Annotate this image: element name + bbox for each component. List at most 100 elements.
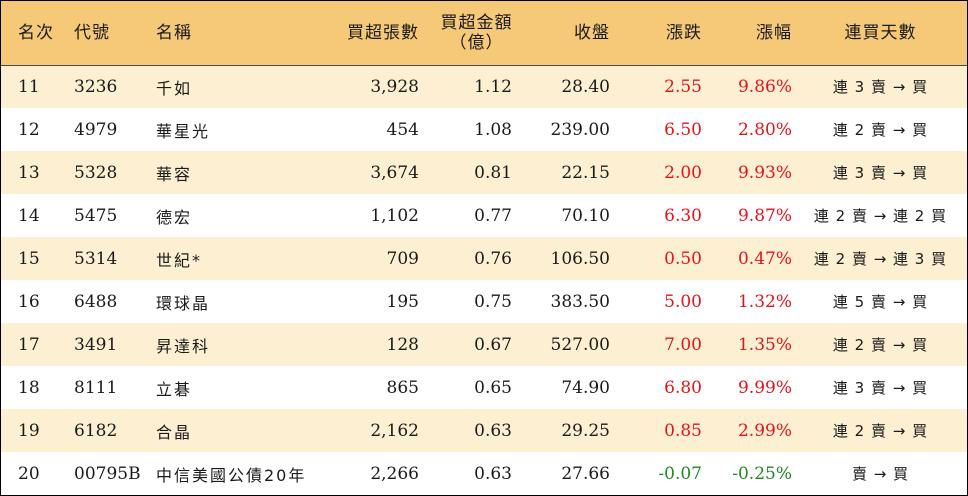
- cell-rank: 14: [18, 205, 40, 226]
- cell-change: 0.50: [664, 248, 702, 269]
- cell-code: 8111: [74, 377, 118, 398]
- cell-name: 環球晶: [156, 293, 211, 313]
- cell-rank: 13: [18, 162, 40, 183]
- cell-rank: 18: [18, 377, 40, 398]
- table-row: 15 5314 世紀* 709 0.76 106.50 0.50 0.47% 連 2 賣 → 連…: [1, 237, 967, 280]
- cell-close: 22.15: [561, 162, 610, 183]
- cell-rank: 15: [18, 248, 40, 269]
- cell-days: 連 2 賣 → 買: [832, 336, 929, 354]
- cell-change-pct: 2.80%: [737, 119, 792, 140]
- cell-name: 合晶: [156, 422, 193, 442]
- header-row: 名次 代號 名稱 買超張數 買超金額 （億） 收盤 漲跌 漲幅 連買天數: [1, 1, 967, 66]
- table-row: 12 4979 華星光 454 1.08 239.00 6.50 2.80% 連 2 賣 → 買: [1, 108, 967, 151]
- cell-name: 千如: [156, 78, 193, 98]
- cell-rank: 17: [18, 334, 40, 355]
- header-amount-line2: （億）: [449, 32, 504, 53]
- cell-days: 連 5 賣 → 買: [832, 293, 929, 311]
- cell-days: 連 3 賣 → 買: [832, 78, 929, 97]
- cell-code: 00795B: [74, 463, 141, 484]
- cell-rank: 19: [18, 420, 40, 441]
- cell-volume: 2,162: [370, 420, 419, 441]
- cell-change: 2.00: [664, 162, 702, 183]
- cell-days: 連 2 賣 → 連 2 買: [813, 207, 948, 225]
- cell-close: 527.00: [550, 334, 610, 355]
- table-row: 20 00795B 中信美國公債20年 2,266 0.63 27.66 -0.07 -0.2…: [1, 452, 967, 495]
- cell-volume: 195: [386, 291, 419, 312]
- cell-code: 3236: [74, 76, 118, 97]
- table-row: 11 3236 千如 3,928 1.12 28.40 2.55 9.86% 連 3 賣 → 買: [1, 65, 967, 108]
- header-change: 漲跌: [614, 1, 704, 66]
- cell-change-pct: 9.86%: [737, 76, 792, 97]
- cell-code: 5328: [74, 162, 118, 183]
- header-rank: 名次: [1, 1, 66, 66]
- header-days: 連買天數: [794, 1, 967, 66]
- cell-name: 立碁: [156, 379, 193, 399]
- cell-volume: 865: [386, 377, 419, 398]
- header-name: 名稱: [151, 1, 331, 66]
- cell-close: 70.10: [561, 205, 610, 226]
- cell-amount: 0.67: [474, 334, 512, 355]
- cell-change: 0.85: [664, 420, 702, 441]
- cell-days: 連 2 賣 → 買: [832, 422, 929, 440]
- header-change-pct: 漲幅: [704, 1, 794, 66]
- cell-change-pct: 0.47%: [737, 248, 792, 269]
- cell-change: -0.07: [658, 463, 702, 484]
- cell-amount: 0.63: [474, 420, 512, 441]
- cell-code: 3491: [74, 334, 118, 355]
- cell-change-pct: 9.87%: [737, 205, 792, 226]
- cell-volume: 128: [386, 334, 419, 355]
- cell-code: 4979: [74, 119, 118, 140]
- cell-amount: 0.77: [474, 205, 512, 226]
- table-row: 19 6182 合晶 2,162 0.63 29.25 0.85 2.99% 連 2 賣 → 買: [1, 409, 967, 452]
- cell-change-pct: 1.35%: [737, 334, 792, 355]
- cell-amount: 0.81: [474, 162, 512, 183]
- cell-volume: 454: [386, 119, 419, 140]
- cell-code: 6488: [74, 291, 118, 312]
- cell-volume: 2,266: [370, 463, 419, 484]
- cell-name: 中信美國公債20年: [156, 465, 307, 485]
- cell-code: 6182: [74, 420, 118, 441]
- cell-change: 2.55: [664, 76, 702, 97]
- cell-change-pct: 1.32%: [737, 291, 792, 312]
- header-amount: 買超金額 （億）: [421, 1, 524, 66]
- cell-days: 連 2 賣 → 連 3 買: [813, 250, 948, 268]
- cell-rank: 20: [18, 463, 40, 484]
- cell-days: 賣 → 買: [851, 465, 910, 483]
- table-header: 名次 代號 名稱 買超張數 買超金額 （億） 收盤 漲跌 漲幅 連買天數: [1, 1, 967, 66]
- cell-change: 6.50: [664, 119, 702, 140]
- cell-rank: 12: [18, 119, 40, 140]
- cell-days: 連 3 賣 → 買: [832, 379, 929, 397]
- cell-close: 106.50: [550, 248, 610, 269]
- cell-days: 連 3 賣 → 買: [832, 164, 929, 182]
- cell-change: 6.80: [664, 377, 702, 398]
- cell-close: 239.00: [550, 119, 610, 140]
- table-row: 16 6488 環球晶 195 0.75 383.50 5.00 1.32% 連 5 賣 → 買: [1, 280, 967, 323]
- cell-volume: 3,674: [370, 162, 419, 183]
- table-row: 13 5328 華容 3,674 0.81 22.15 2.00 9.93% 連 3 賣 → 買: [1, 151, 967, 194]
- cell-change-pct: 9.93%: [737, 162, 792, 183]
- cell-amount: 1.12: [474, 76, 512, 97]
- cell-name: 德宏: [156, 207, 193, 227]
- cell-name: 華容: [156, 164, 193, 184]
- cell-name: 昇達科: [156, 336, 211, 356]
- cell-change-pct: 2.99%: [737, 420, 792, 441]
- cell-rank: 16: [18, 291, 40, 312]
- cell-name: 華星光: [156, 121, 211, 141]
- header-close: 收盤: [524, 1, 614, 66]
- cell-close: 29.25: [561, 420, 610, 441]
- cell-change: 5.00: [664, 291, 702, 312]
- cell-amount: 1.08: [474, 119, 512, 140]
- table-row: 14 5475 德宏 1,102 0.77 70.10 6.30 9.87% 連 2 賣 → 連…: [1, 194, 967, 237]
- header-amount-line1: 買超金額: [440, 12, 513, 33]
- cell-code: 5475: [74, 205, 118, 226]
- table-body: 11 3236 千如 3,928 1.12 28.40 2.55 9.86% 連 3 賣 → 買…: [1, 65, 967, 495]
- cell-amount: 0.65: [474, 377, 512, 398]
- cell-days: 連 2 賣 → 買: [832, 121, 929, 139]
- cell-close: 27.66: [561, 463, 610, 484]
- cell-close: 28.40: [561, 76, 610, 97]
- cell-name: 世紀*: [156, 250, 203, 270]
- cell-code: 5314: [74, 248, 118, 269]
- cell-volume: 709: [386, 248, 419, 269]
- cell-volume: 1,102: [370, 205, 419, 226]
